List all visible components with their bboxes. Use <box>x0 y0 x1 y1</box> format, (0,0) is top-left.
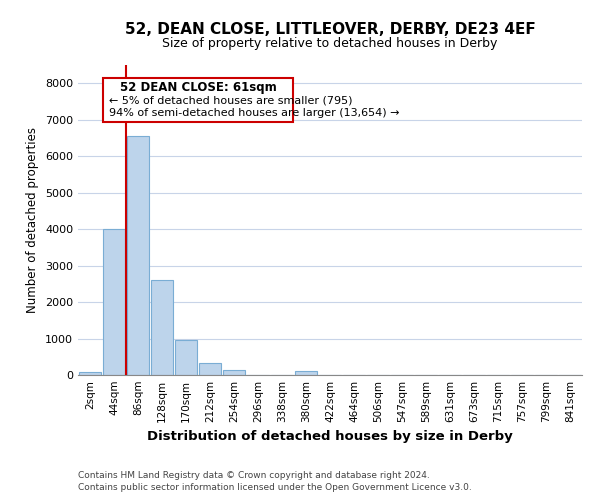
Bar <box>127 136 149 375</box>
Bar <box>295 372 317 375</box>
Text: 52, DEAN CLOSE, LITTLEOVER, DERBY, DE23 4EF: 52, DEAN CLOSE, LITTLEOVER, DERBY, DE23 … <box>125 22 535 38</box>
X-axis label: Distribution of detached houses by size in Derby: Distribution of detached houses by size … <box>147 430 513 444</box>
Bar <box>199 363 221 375</box>
Bar <box>223 370 245 375</box>
Bar <box>79 372 101 375</box>
Text: 94% of semi-detached houses are larger (13,654) →: 94% of semi-detached houses are larger (… <box>109 108 400 118</box>
Y-axis label: Number of detached properties: Number of detached properties <box>26 127 40 313</box>
Text: Contains public sector information licensed under the Open Government Licence v3: Contains public sector information licen… <box>78 484 472 492</box>
Text: 52 DEAN CLOSE: 61sqm: 52 DEAN CLOSE: 61sqm <box>119 82 277 94</box>
Bar <box>151 280 173 375</box>
Text: Contains HM Land Registry data © Crown copyright and database right 2024.: Contains HM Land Registry data © Crown c… <box>78 471 430 480</box>
Text: Size of property relative to detached houses in Derby: Size of property relative to detached ho… <box>163 38 497 51</box>
Bar <box>103 229 125 375</box>
Bar <box>175 340 197 375</box>
Text: ← 5% of detached houses are smaller (795): ← 5% of detached houses are smaller (795… <box>109 96 353 106</box>
FancyBboxPatch shape <box>103 78 293 122</box>
